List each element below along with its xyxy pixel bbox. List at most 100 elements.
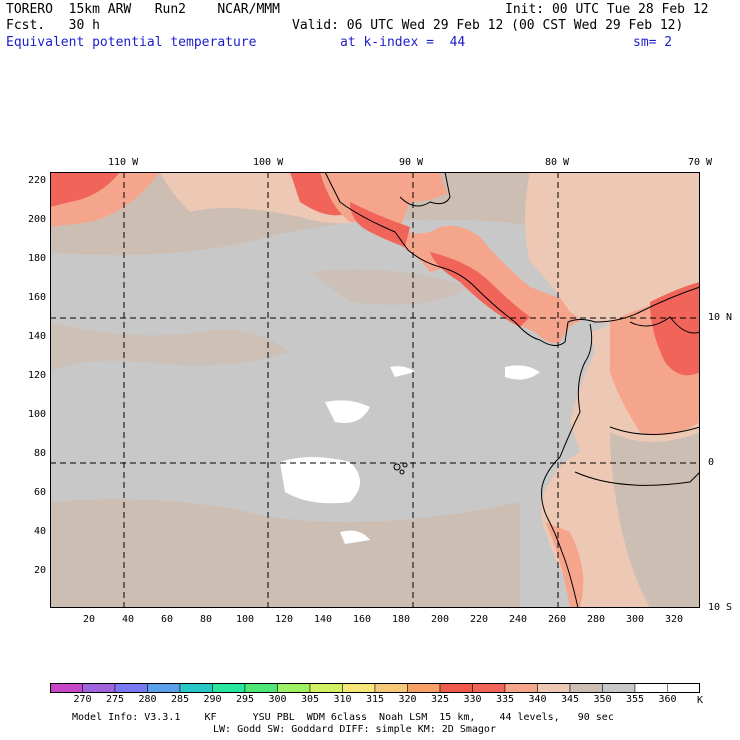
colorbar-swatch: [569, 683, 603, 693]
lon-label: 110 W: [108, 157, 139, 168]
coastline: [541, 323, 593, 608]
shaded-region: [310, 269, 470, 305]
colorbar-swatch: [179, 683, 213, 693]
colorbar-swatch: [82, 683, 116, 693]
coastline: [399, 172, 451, 207]
latlon-grid: [50, 172, 700, 608]
colorbar-label: 295: [235, 694, 255, 705]
colorbar-swatch: [147, 683, 181, 693]
cool-patch: [505, 365, 540, 380]
land-cool: [610, 432, 700, 608]
y-tick-label: 100: [27, 409, 46, 420]
x-tick-label: 60: [160, 614, 174, 625]
colorbar-label: 335: [495, 694, 515, 705]
colorbar-swatch: [212, 683, 246, 693]
land-warm: [545, 522, 584, 608]
colorbar-swatch: [504, 683, 538, 693]
colorbar-swatch: [114, 683, 148, 693]
colorbar-label: 310: [333, 694, 352, 705]
colorbar-swatch: [50, 683, 83, 693]
cool-patch: [340, 530, 370, 544]
x-tick-label: 100: [235, 614, 255, 625]
cool-patch: [390, 366, 415, 377]
unit-label: K: [697, 695, 704, 706]
colorbar-label: 270: [73, 694, 92, 705]
physics-info: LW: Godd SW: Goddard DIFF: simple KM: 2D…: [213, 724, 496, 735]
level-index: at k-index = 44: [340, 35, 466, 50]
shaded-region: [50, 172, 120, 207]
border: [629, 316, 700, 334]
colorbar-swatch: [472, 683, 506, 693]
border: [574, 471, 700, 486]
y-tick-label: 20: [33, 565, 46, 576]
shaded-region: [50, 499, 520, 608]
colorbar-swatch: [602, 683, 636, 693]
land-hot: [350, 202, 410, 247]
y-tick-label: 160: [27, 292, 46, 303]
lon-label: 70 W: [688, 157, 713, 168]
colorbar-label: 350: [593, 694, 612, 705]
init-time: Init: 00 UTC Tue 28 Feb 12: [505, 2, 709, 17]
colorbar-swatch: [407, 683, 441, 693]
land-hot: [650, 282, 700, 376]
lat-label: 10 S: [708, 602, 733, 613]
colorbar-label: 330: [463, 694, 482, 705]
colorbar-label: 280: [138, 694, 157, 705]
lon-label: 80 W: [545, 157, 570, 168]
map-border: [50, 172, 700, 608]
x-tick-label: 40: [121, 614, 135, 625]
colorbar-label: 340: [528, 694, 547, 705]
shaded-region: [50, 322, 290, 372]
colorbar-label: 360: [658, 694, 677, 705]
island: [393, 463, 401, 471]
x-tick-label: 220: [469, 614, 489, 625]
land-cool: [440, 172, 530, 214]
model-title: TORERO 15km ARW Run2 NCAR/MMM: [6, 2, 280, 17]
x-tick-label: 280: [586, 614, 606, 625]
colorbar-swatch: [342, 683, 376, 693]
x-tick-label: 260: [547, 614, 567, 625]
y-tick-label: 60: [33, 487, 46, 498]
y-tick-label: 180: [27, 253, 46, 264]
lat-label: 10 N: [708, 312, 733, 323]
map-panel: [50, 172, 700, 608]
y-tick-label: 80: [33, 448, 46, 459]
land-warm: [320, 172, 580, 344]
colorbar-label: 275: [105, 694, 125, 705]
x-tick-label: 320: [664, 614, 684, 625]
forecast-hour: Fcst. 30 h: [6, 18, 100, 33]
colorbar-label: 345: [560, 694, 580, 705]
colorbar-label: 285: [170, 694, 190, 705]
colorbar-swatch: [309, 683, 343, 693]
y-tick-label: 140: [27, 331, 46, 342]
colorbar-label: 300: [268, 694, 287, 705]
cool-patch: [325, 400, 370, 423]
colorbar-label: 315: [365, 694, 385, 705]
island: [399, 469, 405, 475]
colorbar-swatch: [537, 683, 571, 693]
colorbar-label: 305: [300, 694, 320, 705]
x-tick-label: 160: [352, 614, 372, 625]
valid-time: Valid: 06 UTC Wed 29 Feb 12 (00 CST Wed …: [292, 18, 684, 33]
lon-label: 90 W: [399, 157, 424, 168]
y-tick-label: 220: [27, 175, 46, 186]
border: [609, 426, 700, 435]
x-tick-label: 80: [199, 614, 213, 625]
x-tick-label: 300: [625, 614, 645, 625]
land-hot: [430, 252, 530, 327]
lat-label: 0: [708, 457, 715, 468]
colorbar: [50, 683, 700, 693]
colorbar-swatch: [634, 683, 668, 693]
cool-patch: [280, 457, 360, 504]
field-name: Equivalent potential temperature: [6, 35, 257, 50]
y-tick-label: 120: [27, 370, 46, 381]
colorbar-swatch: [277, 683, 311, 693]
smoothing-label: sm= 2: [633, 35, 673, 50]
x-tick-label: 140: [313, 614, 333, 625]
y-tick-label: 200: [27, 214, 46, 225]
y-tick-label: 40: [33, 526, 46, 537]
colorbar-swatch: [374, 683, 408, 693]
x-tick-label: 200: [430, 614, 450, 625]
colorbar-label: 290: [203, 694, 222, 705]
coastline: [324, 172, 700, 346]
